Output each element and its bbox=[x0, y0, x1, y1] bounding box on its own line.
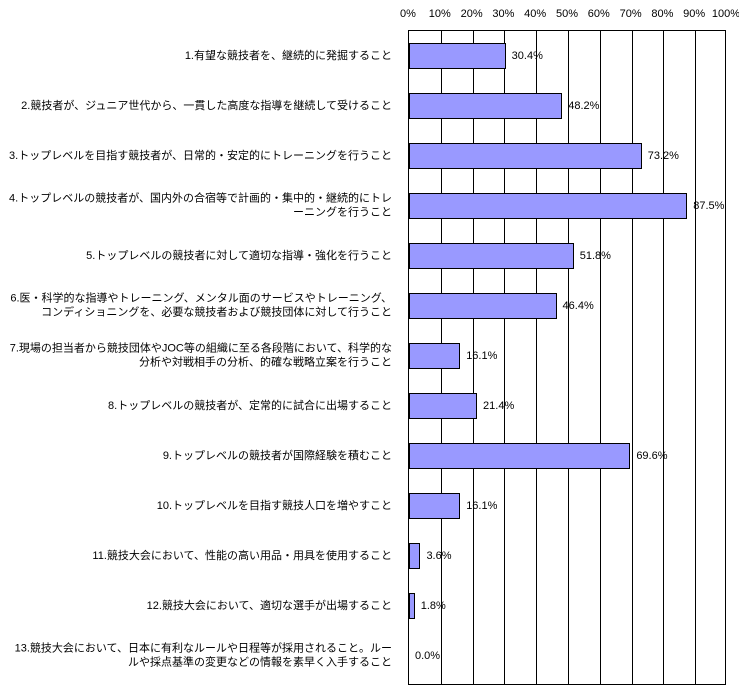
value-label: 30.4% bbox=[512, 50, 543, 62]
chart-row: 8.トップレベルの競技者が、定常的に試合に出場すること 21.4% bbox=[0, 381, 739, 431]
value-label: 0.0% bbox=[415, 650, 440, 662]
axis-tick: 40% bbox=[524, 8, 546, 20]
bar bbox=[409, 243, 574, 269]
bar bbox=[409, 293, 557, 319]
chart-row: 3.トップレベルを目指す競技者が、日常的・安定的にトレーニングを行うこと 73.2… bbox=[0, 131, 739, 181]
bar bbox=[409, 593, 415, 619]
axis-tick: 30% bbox=[492, 8, 514, 20]
value-label: 1.8% bbox=[421, 600, 446, 612]
chart-row: 13.競技大会において、日本に有利なルールや日程等が採用されること。ルールや採点… bbox=[0, 631, 739, 681]
bar bbox=[409, 143, 642, 169]
axis-tick: 50% bbox=[556, 8, 578, 20]
axis-tick: 60% bbox=[588, 8, 610, 20]
row-label: 1.有望な競技者を、継続的に発掘すること bbox=[8, 49, 400, 63]
value-label: 73.2% bbox=[648, 150, 679, 162]
row-label: 9.トップレベルの競技者が国際経験を積むこと bbox=[8, 449, 400, 463]
chart-row: 11.競技大会において、性能の高い用品・用具を使用すること 3.6% bbox=[0, 531, 739, 581]
value-label: 16.1% bbox=[466, 350, 497, 362]
x-axis-labels: 0%10%20%30%40%50%60%70%80%90%100% bbox=[408, 8, 726, 28]
value-label: 48.2% bbox=[568, 100, 599, 112]
bar bbox=[409, 93, 562, 119]
chart-row: 1.有望な競技者を、継続的に発掘すること 30.4% bbox=[0, 31, 739, 81]
bar bbox=[409, 343, 460, 369]
horizontal-bar-chart: 0% 10% 20% 30% 40% 50% 60% 70% 80% 90% 100% 1.有望な競… bbox=[0, 0, 739, 695]
chart-row: 6.医・科学的な指導やトレーニング、メンタル面のサービスやトレーニング、コンディ… bbox=[0, 281, 739, 331]
row-label: 4.トップレベルの競技者が、国内外の合宿等で計画的・集中的・継続的にトレーニング… bbox=[8, 192, 400, 221]
value-label: 21.4% bbox=[483, 400, 514, 412]
chart-row: 12.競技大会において、適切な選手が出場すること 1.8% bbox=[0, 581, 739, 631]
row-label: 2.競技者が、ジュニア世代から、一貫した高度な指導を継続して受けること bbox=[8, 99, 400, 113]
axis-tick: 80% bbox=[651, 8, 673, 20]
row-label: 7.現場の担当者から競技団体やJOC等の組織に至る各段階において、科学的な分析や… bbox=[8, 342, 400, 371]
value-label: 51.8% bbox=[580, 250, 611, 262]
value-label: 46.4% bbox=[563, 300, 594, 312]
axis-tick: 20% bbox=[461, 8, 483, 20]
value-label: 87.5% bbox=[693, 200, 724, 212]
chart-row: 5.トップレベルの競技者に対して適切な指導・強化を行うこと 51.8% bbox=[0, 231, 739, 281]
axis-tick: 0% bbox=[400, 8, 416, 20]
row-label: 6.医・科学的な指導やトレーニング、メンタル面のサービスやトレーニング、コンディ… bbox=[8, 292, 400, 321]
value-label: 69.6% bbox=[636, 450, 667, 462]
chart-row: 2.競技者が、ジュニア世代から、一貫した高度な指導を継続して受けること 48.2% bbox=[0, 81, 739, 131]
row-label: 10.トップレベルを目指す競技人口を増やすこと bbox=[8, 499, 400, 513]
row-label: 13.競技大会において、日本に有利なルールや日程等が採用されること。ルールや採点… bbox=[8, 642, 400, 671]
value-label: 3.6% bbox=[426, 550, 451, 562]
value-label: 16.1% bbox=[466, 500, 497, 512]
bar bbox=[409, 493, 460, 519]
axis-tick: 100% bbox=[712, 8, 739, 20]
row-label: 3.トップレベルを目指す競技者が、日常的・安定的にトレーニングを行うこと bbox=[8, 149, 400, 163]
axis-tick: 10% bbox=[429, 8, 451, 20]
chart-row: 7.現場の担当者から競技団体やJOC等の組織に至る各段階において、科学的な分析や… bbox=[0, 331, 739, 381]
chart-row: 4.トップレベルの競技者が、国内外の合宿等で計画的・集中的・継続的にトレーニング… bbox=[0, 181, 739, 231]
bar bbox=[409, 393, 477, 419]
row-label: 11.競技大会において、性能の高い用品・用具を使用すること bbox=[8, 549, 400, 563]
axis-tick: 90% bbox=[683, 8, 705, 20]
row-label: 5.トップレベルの競技者に対して適切な指導・強化を行うこと bbox=[8, 249, 400, 263]
row-label: 8.トップレベルの競技者が、定常的に試合に出場すること bbox=[8, 399, 400, 413]
bar bbox=[409, 443, 630, 469]
chart-row: 10.トップレベルを目指す競技人口を増やすこと 16.1% bbox=[0, 481, 739, 531]
axis-tick: 70% bbox=[620, 8, 642, 20]
bar bbox=[409, 193, 687, 219]
row-label: 12.競技大会において、適切な選手が出場すること bbox=[8, 599, 400, 613]
bar bbox=[409, 543, 420, 569]
chart-row: 9.トップレベルの競技者が国際経験を積むこと 69.6% bbox=[0, 431, 739, 481]
bar bbox=[409, 43, 506, 69]
